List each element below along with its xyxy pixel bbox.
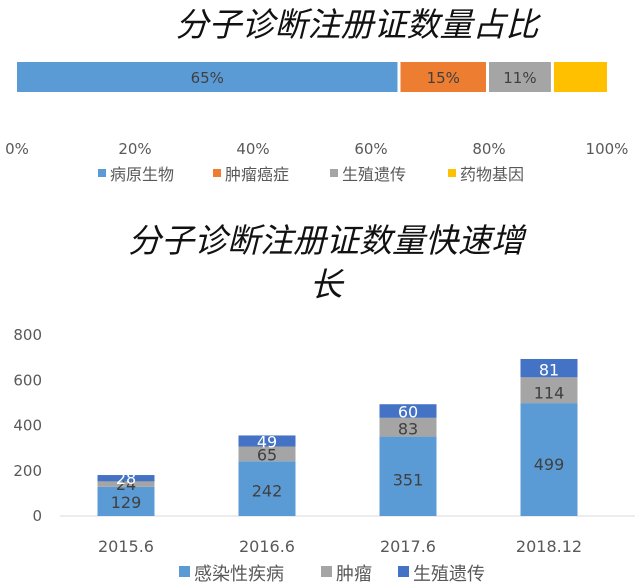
chart2-y-tick-2: 400 (13, 417, 42, 435)
chart2-bar-4-label-1: 499 (534, 455, 565, 474)
chart1-segment-label-3: 11% (503, 69, 536, 87)
chart1-bars: 65% 15% 11% (17, 62, 607, 92)
chart2-bar-2-segment-3 (238, 435, 296, 447)
chart2-bar-3-label-2: 83 (398, 419, 418, 438)
chart1-x-tick-4: 80% (472, 140, 505, 158)
chart2-legend-label-2: 肿瘤 (336, 564, 372, 585)
chart2-bar-4-segment-1 (520, 403, 578, 516)
chart1-segment-label-1: 65% (191, 69, 224, 87)
chart2-bar-4-label-3: 81 (539, 360, 559, 379)
chart1-legend-label-3: 生殖遗传 (342, 165, 406, 184)
chart2-bar-2-segment-2 (238, 446, 296, 462)
chart1-legend-label-1: 病原生物 (110, 165, 174, 184)
chart1-legend-swatch-4 (448, 169, 456, 177)
chart2-bar-4-label-2: 114 (534, 383, 565, 402)
chart2-bar-1-segment-1 (97, 486, 155, 516)
chart1-segment-2 (400, 62, 486, 92)
chart2-axes: 0 200 400 600 800 2015.6 2016.6 2017.6 2018.12 (13, 326, 635, 556)
chart1-legend-label-4: 药物基因 (460, 165, 524, 184)
chart2-legend-label-1: 感染性疾病 (194, 564, 284, 585)
chart1-x-ticks: 0% 20% 40% 60% 80% 100% (5, 140, 628, 158)
chart2-legend-swatch-3 (398, 566, 409, 577)
chart2-legend-swatch-1 (179, 566, 190, 577)
chart2-y-tick-1: 200 (13, 462, 42, 480)
chart2-y-tick-4: 800 (13, 326, 42, 344)
chart1-x-tick-0: 0% (5, 140, 29, 158)
chart1-segment-4 (553, 62, 607, 92)
chart1-legend: 病原生物 肿瘤癌症 生殖遗传 药物基因 (98, 165, 524, 184)
chart2-bar-2-label-1: 242 (252, 481, 283, 500)
chart2-bar-3-segment-3 (379, 404, 437, 418)
chart1-x-tick-2: 40% (236, 140, 269, 158)
chart2-bar-3-segment-2 (379, 417, 437, 437)
chart2-y-tick-0: 0 (32, 507, 42, 525)
chart2-bar-3-segment-1 (379, 436, 437, 516)
chart2-bar-2-segment-1 (238, 461, 296, 516)
chart1-x-tick-5: 100% (586, 140, 629, 158)
chart2-legend-swatch-2 (321, 566, 332, 577)
chart2-bar-4-segment-2 (520, 377, 578, 404)
chart1-legend-swatch-1 (98, 169, 106, 177)
chart1-title: 分子诊断注册证数量占比 (176, 5, 542, 44)
chart2-bar-3-label-3: 60 (398, 403, 418, 422)
chart2-x-tick-2: 2016.6 (239, 537, 295, 556)
chart2-bar-4-segment-3 (520, 358, 578, 378)
chart2-bar-2-label-3: 49 (257, 432, 277, 451)
chart2-bar-2-label-2: 65 (257, 446, 277, 465)
chart1-legend-swatch-3 (330, 169, 338, 177)
chart1-x-tick-1: 20% (118, 140, 151, 158)
chart1-legend-label-2: 肿瘤癌症 (225, 165, 289, 184)
chart2-bar-1-label-3: 28 (116, 469, 136, 488)
chart2-legend-label-3: 生殖遗传 (413, 563, 485, 585)
chart2-x-tick-3: 2017.6 (380, 537, 436, 556)
chart2-title-line-2: 长 (310, 265, 345, 304)
chart2-title-line-1: 分子诊断注册证数量快速增 (128, 221, 527, 260)
chart2-bar-1-segment-2 (97, 481, 155, 487)
chart1-segment-1 (17, 62, 398, 92)
chart2-legend: 感染性疾病 肿瘤 生殖遗传 (179, 563, 485, 585)
chart1-legend-swatch-2 (213, 169, 221, 177)
chart1-segment-label-2: 15% (427, 69, 460, 87)
chart1-segment-3 (489, 62, 551, 92)
chart2-bar-1-segment-3 (97, 475, 155, 482)
chart2-bar-3-label-1: 351 (393, 470, 424, 489)
chart2-y-tick-3: 600 (13, 371, 42, 389)
chart2-x-tick-1: 2015.6 (98, 537, 154, 556)
chart1-x-tick-3: 60% (354, 140, 387, 158)
chart2-x-tick-4: 2018.12 (516, 537, 582, 556)
chart2-bar-1-label-1: 129 (111, 493, 142, 512)
